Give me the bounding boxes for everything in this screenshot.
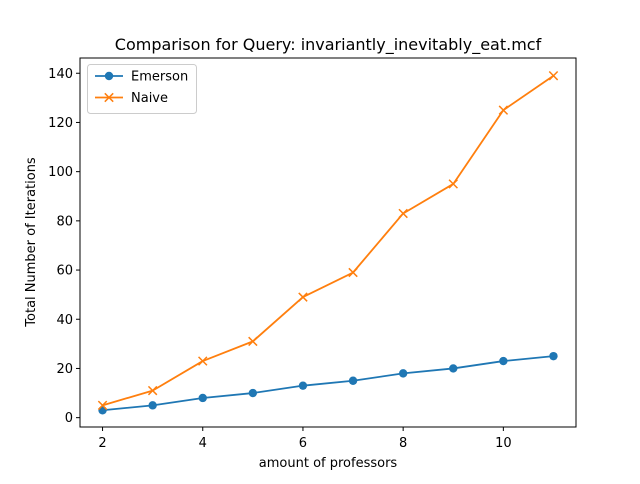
series-emerson [98,351,558,415]
x-tick-label: 2 [98,436,106,451]
data-point-emerson [499,356,508,366]
y-tick-label: 100 [48,165,73,180]
x-axis: 2 4 6 8 10 [98,427,512,451]
data-point-emerson [298,381,308,390]
y-tick-label: 20 [56,362,73,377]
legend-marker-naive [104,92,114,103]
y-tick-label: 80 [56,214,73,229]
y-axis-label: Total Number of Iterations [24,157,39,328]
legend-label-naive: Naive [131,91,168,106]
x-tick-label: 10 [495,436,512,451]
y-axis: 0 20 40 60 80 100 120 140 [48,67,80,426]
chart-title: Comparison for Query: invariantly_inevit… [115,35,542,55]
data-point-naive [198,356,208,366]
series-line-naive [102,74,554,407]
data-point-naive [97,400,108,411]
legend-label-emerson: Emerson [131,70,188,85]
y-tick-label: 40 [56,313,73,328]
data-point-emerson [449,364,458,373]
plot-area [79,57,577,428]
y-tick-label: 120 [48,116,73,131]
data-point-naive [248,336,258,347]
data-point-naive [448,179,458,189]
data-point-emerson [398,369,408,378]
series-line-emerson [102,355,554,412]
data-point-naive [548,70,559,81]
x-tick-label: 6 [299,436,307,451]
data-point-emerson [348,376,358,385]
plot-frame [79,57,577,428]
data-point-emerson [148,401,157,410]
data-point-emerson [248,388,258,398]
legend: Emerson Naive [87,64,197,114]
y-tick-label: 0 [65,411,73,426]
legend-marker-emerson [104,71,114,81]
data-point-naive [348,267,358,278]
x-tick-label: 8 [399,436,407,451]
data-point-naive [298,292,308,302]
y-tick-label: 60 [56,264,73,279]
data-point-emerson [549,351,558,361]
data-point-naive [498,105,509,115]
x-tick-label: 4 [199,436,207,451]
y-tick-label: 140 [48,67,73,82]
data-point-naive [398,208,408,219]
data-point-naive [147,385,158,396]
data-point-emerson [198,393,207,403]
x-axis-label: amount of professors [259,456,398,471]
series-layer [97,70,559,415]
series-naive [97,70,559,411]
